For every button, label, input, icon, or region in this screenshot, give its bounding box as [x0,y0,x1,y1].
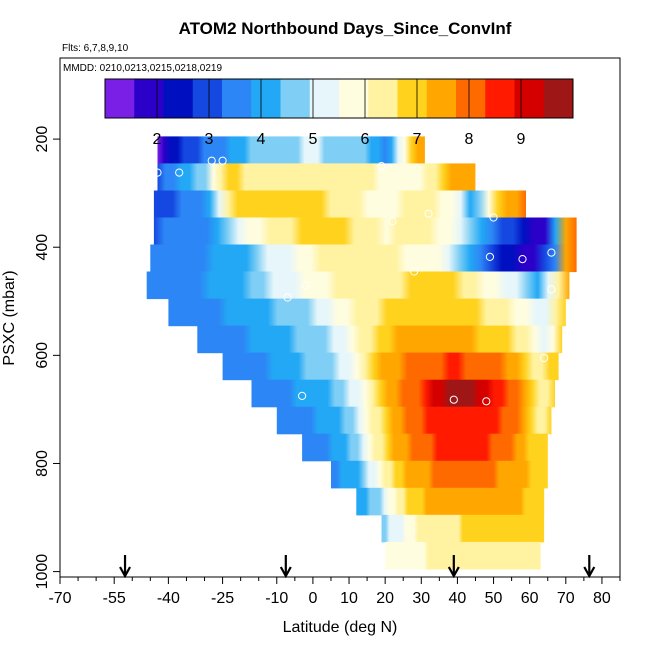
flight-arrow-icon [583,555,596,579]
x-tick-label: 40 [449,590,467,607]
flight-arrow-icon [119,555,131,579]
colorbar-tick-label: 3 [205,131,214,148]
y-axis-label: PSXC (mbar) [1,270,18,365]
colorbar: 2 3 4 5 6 7 8 9 [104,78,574,148]
plot-frame [59,57,621,578]
sample-marker [518,255,527,264]
colorbar-segment [251,79,281,118]
colorbar-segment [309,79,340,118]
y-tick-label: 600 [34,342,51,369]
heatmap-row [385,541,541,570]
heatmap-row [222,352,559,381]
colorbar-segment [163,79,194,118]
sample-marker [298,391,307,400]
heatmap-row [331,460,548,489]
colorbar-segment [222,79,252,118]
heatmap-row [168,298,566,327]
colorbar-segment [514,79,545,118]
colorbar-segment [397,79,428,118]
colorbar-tick-label: 8 [465,131,474,148]
y-axis: 200 400 600 800 1000 [34,126,60,590]
sample-marker [153,168,162,177]
sample-marker [424,209,433,218]
sample-marker [547,285,556,294]
chart-title: ATOM2 Northbound Days_Since_ConvInf [179,19,512,38]
y-tick-label: 400 [34,234,51,261]
heatmap-row [356,487,545,516]
sample-marker [175,168,184,177]
colorbar-tick-label: 2 [153,131,162,148]
heatmap-row [153,190,526,219]
x-axis-label: Latitude (deg N) [283,619,398,636]
colorbar-segment [485,79,515,118]
colorbar-segment [134,79,164,118]
colorbar-segment [105,79,135,118]
sample-marker [283,293,292,302]
heatmap-row [302,433,548,462]
colorbar-tick-label: 6 [361,131,370,148]
colorbar-segment [192,79,223,118]
heatmap-row [157,163,476,191]
x-tick-label: 50 [485,590,503,607]
heatmap-row [276,406,552,435]
sample-marker [301,281,310,290]
sample-marker [489,213,498,222]
sample-marker [485,252,494,261]
heatmap-row [251,379,555,408]
x-tick-label: -70 [48,590,71,607]
y-tick-label: 200 [34,126,51,153]
x-tick-label: 10 [340,590,358,607]
x-axis: -70 -55 -40 -25 -10 0 10 20 30 40 50 60 70 80 [48,577,621,607]
x-tick-label: 60 [521,590,539,607]
x-tick-label: -25 [211,590,234,607]
colorbar-segment [368,79,398,118]
heatmap-row [150,244,577,273]
colorbar-tick-label: 5 [309,131,318,148]
sample-marker [207,156,216,165]
x-tick-label: 80 [593,590,611,607]
x-tick-label: 0 [308,590,317,607]
heatmap-row [381,514,545,543]
sample-marker [540,353,549,363]
sample-marker [135,295,144,304]
sample-marker [449,395,458,404]
colorbar-tick-label: 4 [257,131,266,148]
x-tick-label: -10 [265,590,288,607]
heatmap-row [157,136,425,164]
colorbar-tick-label: 9 [517,131,526,148]
flight-arrow-icon [279,555,292,579]
sample-marker [482,397,491,406]
plot-area [135,136,577,570]
sample-marker [218,156,227,165]
sample-marker [547,248,556,257]
x-tick-label: 70 [557,590,575,607]
flight-arrow-icon [447,555,460,579]
colorbar-segment [339,79,369,118]
sample-marker [388,217,397,226]
colorbar-segment [426,79,457,118]
colorbar-tick-label: 7 [413,131,422,148]
heatmap-row [153,217,577,246]
y-tick-label: 1000 [34,554,51,590]
sample-marker [410,267,419,276]
x-tick-label: -55 [103,590,126,607]
heatmap-row [197,325,563,354]
colorbar-frame [104,78,574,119]
sample-marker [377,162,386,171]
x-tick-label: 30 [412,590,430,607]
x-tick-label: -40 [157,590,180,607]
dates-subtitle: MMDD: 0210,0213,0215,0218,0219 [63,63,222,74]
flights-subtitle: Flts: 6,7,8,9,10 [62,43,129,54]
colorbar-segment [280,79,311,118]
colorbar-segment [543,79,574,118]
y-tick-label: 800 [34,450,51,477]
x-tick-label: 20 [376,590,394,607]
colorbar-segment [456,79,486,118]
heatmap-row [146,271,570,300]
